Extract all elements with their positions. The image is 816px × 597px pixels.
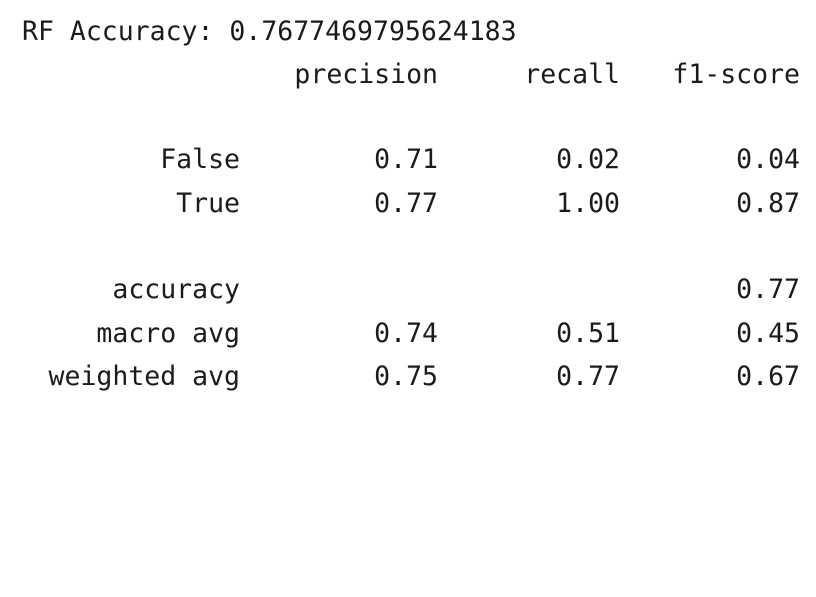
- row-recall: 1.00: [556, 188, 620, 219]
- row-recall: 0.02: [556, 144, 620, 175]
- accuracy-line: RF Accuracy: 0.7677469795624183: [22, 16, 517, 47]
- row-precision: 0.71: [374, 144, 438, 175]
- row-precision: 0.75: [374, 361, 438, 392]
- header-recall: recall: [524, 59, 620, 90]
- row-label: macro avg: [96, 318, 240, 349]
- header-f1-score: f1-score: [672, 59, 800, 90]
- console-output: RF Accuracy: 0.7677469795624183 precisio…: [0, 16, 816, 397]
- row-recall: 0.51: [556, 318, 620, 349]
- row-precision: 0.77: [374, 188, 438, 219]
- row-f1-score: 0.04: [736, 144, 800, 175]
- report-header-row: precision recall f1-score: [0, 55, 816, 95]
- row-f1-score: 0.87: [736, 188, 800, 219]
- row-precision: 0.74: [374, 318, 438, 349]
- header-precision: precision: [294, 59, 438, 90]
- row-label: weighted avg: [48, 361, 240, 392]
- row-f1-score: 0.45: [736, 318, 800, 349]
- row-label: True: [176, 188, 240, 219]
- row-f1-score: 0.77: [736, 274, 800, 305]
- row-label: accuracy: [112, 274, 240, 305]
- row-recall: [438, 270, 620, 310]
- report-row-accuracy: accuracy 0.77: [0, 270, 816, 310]
- report-row-macro-avg: macro avg 0.74 0.51 0.45: [0, 314, 816, 354]
- report-row-true: True 0.77 1.00 0.87: [0, 184, 816, 224]
- row-recall: 0.77: [556, 361, 620, 392]
- row-label: False: [160, 144, 240, 175]
- row-precision: [240, 270, 438, 310]
- report-row-false: False 0.71 0.02 0.04: [0, 140, 816, 180]
- row-f1-score: 0.67: [736, 361, 800, 392]
- report-row-weighted-avg: weighted avg 0.75 0.77 0.67: [0, 357, 816, 397]
